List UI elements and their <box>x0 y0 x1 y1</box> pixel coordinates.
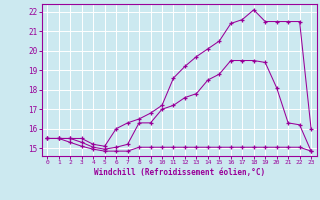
X-axis label: Windchill (Refroidissement éolien,°C): Windchill (Refroidissement éolien,°C) <box>94 168 265 177</box>
